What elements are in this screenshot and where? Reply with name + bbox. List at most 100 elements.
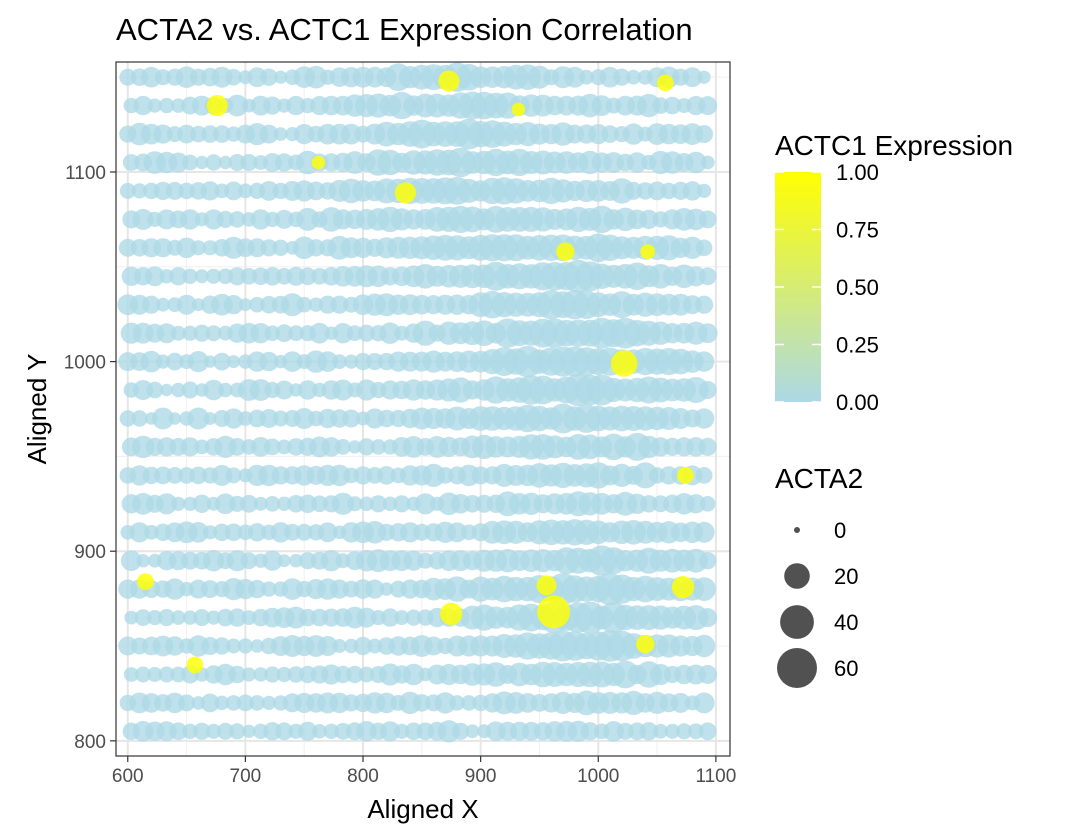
data-point [452, 722, 470, 740]
data-point [160, 383, 173, 397]
data-point [123, 667, 139, 682]
x-tick-label: 900 [465, 766, 497, 787]
data-point [376, 692, 397, 714]
data-point [156, 297, 170, 312]
data-point [698, 722, 717, 741]
data-point [166, 352, 184, 371]
data-point [216, 210, 234, 228]
data-point [203, 525, 218, 540]
data-point [304, 65, 328, 89]
data-point [240, 154, 258, 171]
data-point [228, 267, 247, 286]
data-point [132, 208, 154, 230]
data-point [205, 154, 222, 171]
data-point [165, 181, 184, 200]
data-point [203, 379, 224, 401]
data-point [214, 695, 230, 711]
data-point-high-actc1 [394, 182, 416, 204]
data-point [218, 155, 233, 170]
data-point [177, 124, 197, 144]
data-point [250, 323, 271, 344]
data-point [182, 723, 198, 739]
data-point [264, 496, 281, 512]
data-point [698, 381, 717, 399]
data-point [449, 695, 465, 711]
data-point [241, 610, 257, 625]
data-point [272, 410, 289, 427]
data-point [249, 296, 265, 313]
data-point [296, 207, 320, 231]
data-point-high-actc1 [610, 350, 638, 377]
data-point [626, 69, 641, 85]
data-point [223, 408, 244, 429]
data-point [142, 295, 161, 314]
color-tick-label: 0.00 [836, 390, 879, 415]
data-point [357, 324, 376, 342]
size-legend-label: 20 [834, 564, 858, 589]
size-legend-circle [780, 605, 814, 639]
data-point [277, 496, 292, 511]
data-point [434, 692, 456, 714]
data-point [225, 467, 242, 484]
x-tick-label: 1100 [695, 766, 736, 787]
data-point [206, 610, 221, 625]
data-point-high-actc1 [640, 244, 656, 259]
size-legend-label: 60 [834, 656, 858, 681]
data-point [447, 522, 467, 543]
data-point [686, 494, 706, 514]
data-point [259, 351, 279, 372]
x-axis: 600 700 800 900 1000 1100 [112, 756, 736, 787]
data-point [637, 93, 661, 118]
data-point [698, 267, 717, 286]
size-legend-circle [777, 648, 817, 688]
data-point [700, 155, 715, 170]
data-point [698, 665, 718, 684]
data-point [154, 466, 172, 485]
data-point [298, 267, 317, 286]
data-point [168, 152, 189, 173]
y-tick-label: 800 [74, 732, 106, 753]
data-point-high-actc1 [536, 575, 557, 596]
data-point [176, 294, 197, 315]
data-point-high-actc1 [556, 242, 575, 261]
data-point [224, 523, 243, 542]
data-point [190, 240, 206, 256]
data-point [332, 323, 354, 344]
data-point [247, 579, 267, 599]
size-legend-label: 0 [834, 518, 846, 543]
data-point [166, 467, 184, 484]
data-point-high-actc1 [206, 95, 228, 117]
data-point [228, 211, 246, 228]
color-tick-label: 0.25 [836, 333, 879, 358]
data-point [147, 667, 163, 682]
data-point [403, 550, 424, 571]
data-point [695, 125, 714, 144]
data-point [171, 382, 186, 398]
plot-panel [115, 61, 731, 757]
data-point-high-actc1 [137, 573, 154, 590]
data-point [274, 70, 288, 84]
data-point [405, 609, 422, 626]
data-point [647, 181, 667, 201]
data-point [203, 412, 217, 425]
data-point [264, 438, 281, 456]
data-point [670, 692, 691, 713]
y-tick-label: 1000 [64, 353, 106, 374]
data-point [250, 639, 264, 653]
data-point [284, 523, 301, 541]
data-point [156, 323, 177, 344]
data-point [226, 94, 249, 117]
data-point [119, 182, 136, 199]
size-legend: ACTA2 0 20 40 60 [775, 463, 863, 688]
data-point [180, 437, 200, 457]
data-point [394, 610, 410, 626]
data-point [698, 210, 717, 229]
data-point-high-actc1 [676, 467, 694, 484]
data-point-high-actc1 [311, 155, 326, 170]
data-point [288, 325, 304, 342]
data-point [131, 410, 148, 427]
data-point [227, 355, 241, 369]
data-point [274, 380, 294, 400]
data-point [273, 127, 288, 141]
data-point [591, 95, 613, 116]
